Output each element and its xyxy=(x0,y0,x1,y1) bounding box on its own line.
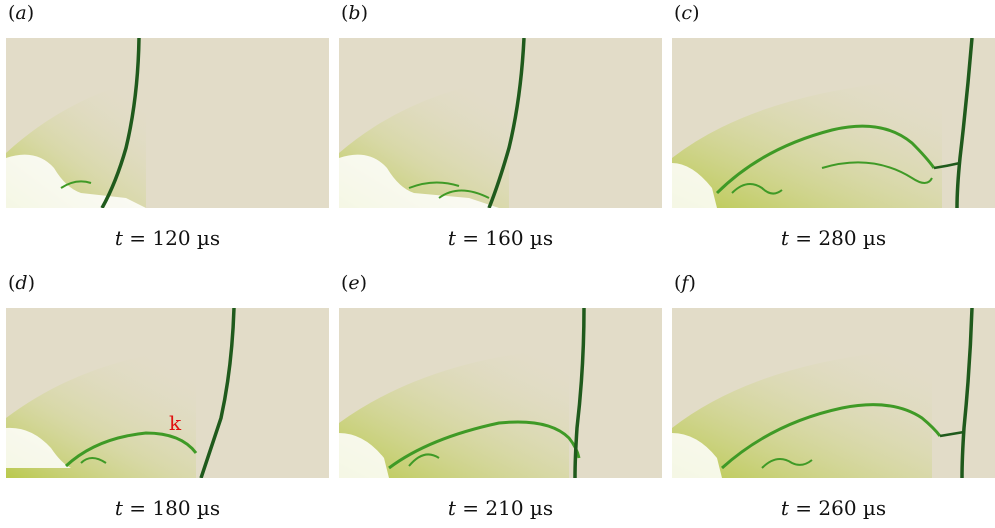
panel-a: (a) t = 120 µs xyxy=(6,2,329,250)
simulation-field xyxy=(6,38,146,208)
simulation-field xyxy=(672,38,974,208)
panel-f: (f) t = 260 µs xyxy=(672,272,995,520)
simulation-plot xyxy=(6,38,329,208)
simulation-field xyxy=(339,38,526,208)
panel-e: (e) t = 210 µs xyxy=(339,272,662,520)
simulation-field xyxy=(6,308,236,478)
time-caption: t = 120 µs xyxy=(114,226,221,250)
panel-b: (b) t = 160 µs xyxy=(339,2,662,250)
time-caption: t = 160 µs xyxy=(447,226,554,250)
panel-label: (c) xyxy=(674,2,700,24)
panel-label: (a) xyxy=(8,2,35,24)
simulation-plot xyxy=(672,308,995,478)
panel-label: (b) xyxy=(341,2,369,24)
time-caption: t = 210 µs xyxy=(447,496,554,520)
time-caption: t = 280 µs xyxy=(780,226,887,250)
panel-c: (c) t = 280 µs xyxy=(672,2,995,250)
simulation-field xyxy=(339,308,586,478)
simulation-plot xyxy=(672,38,995,208)
time-caption: t = 260 µs xyxy=(780,496,887,520)
simulation-field xyxy=(672,308,974,478)
simulation-plot xyxy=(339,38,662,208)
panel-label: (f) xyxy=(674,272,696,294)
simulation-plot xyxy=(339,308,662,478)
annotation-label: k xyxy=(169,411,182,435)
panel-d: (d) k t = 180 µs xyxy=(6,272,329,520)
panel-label: (d) xyxy=(8,272,36,294)
simulation-plot xyxy=(6,308,329,478)
time-caption: t = 180 µs xyxy=(114,496,221,520)
panel-label: (e) xyxy=(341,272,368,294)
